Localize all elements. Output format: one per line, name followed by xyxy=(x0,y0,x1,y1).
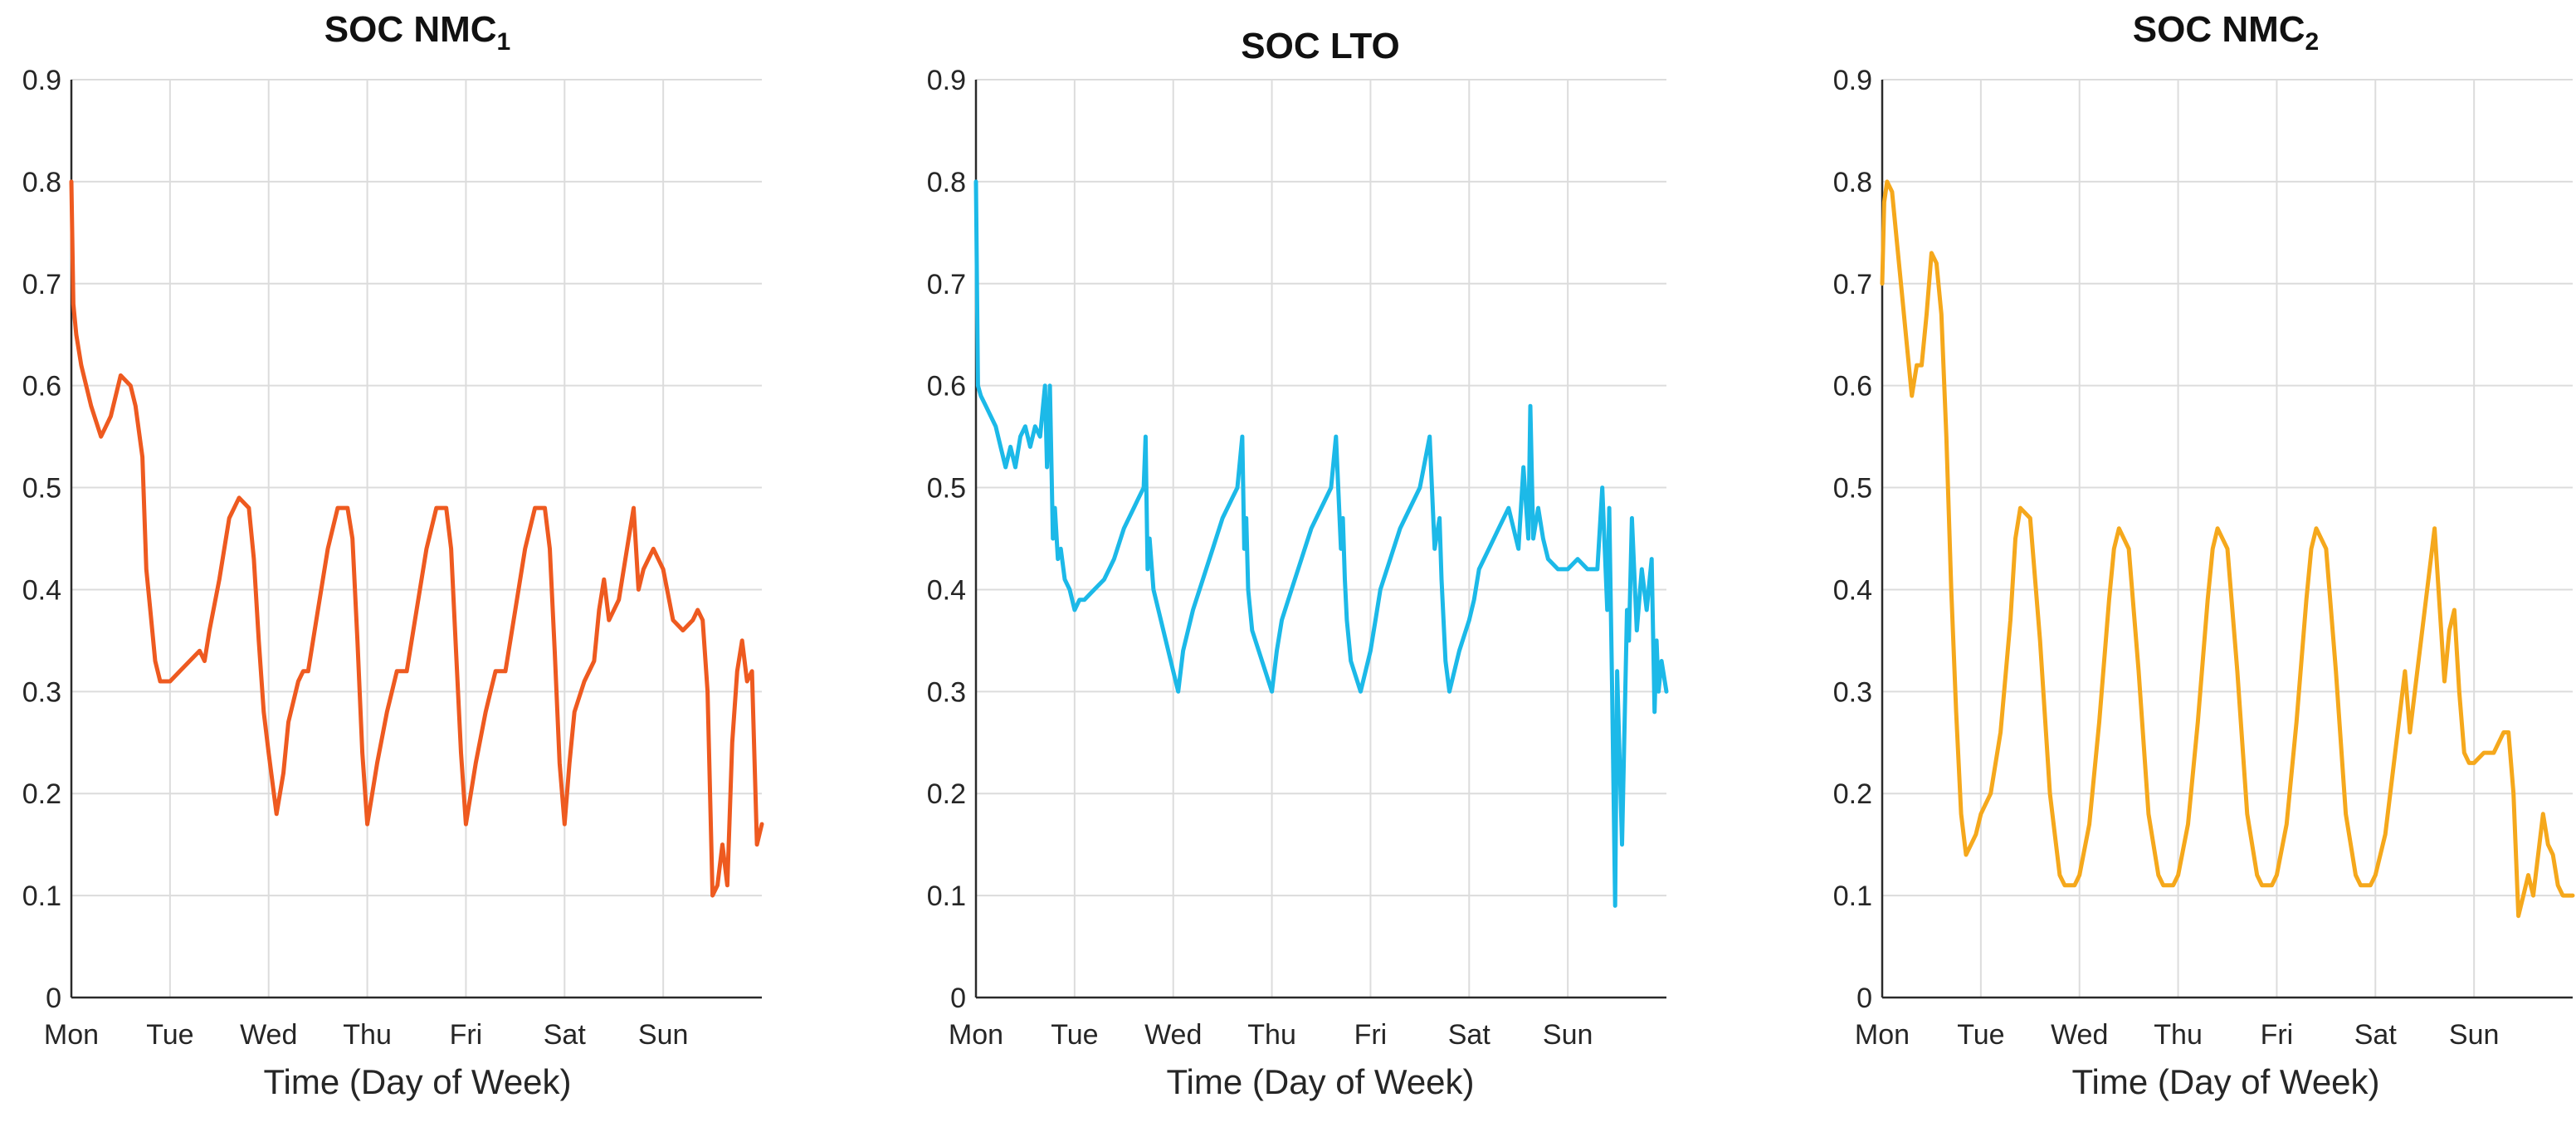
y-tick-label: 0.2 xyxy=(1833,778,1872,810)
y-tick-label: 0.5 xyxy=(22,473,61,505)
y-tick-label: 0 xyxy=(1856,983,1872,1014)
x-tick-label: Tue xyxy=(1051,1019,1098,1051)
x-axis-label: Time (Day of Week) xyxy=(1166,1062,1474,1101)
y-tick-label: 0.3 xyxy=(22,676,61,708)
plot-area xyxy=(1880,80,2575,999)
y-tick-label: 0.4 xyxy=(927,574,966,606)
y-axis-ticks: 0 0.1 0.2 0.3 0.4 0.5 0.6 0.7 0.8 0.9 xyxy=(22,65,61,1014)
series-line xyxy=(69,179,764,898)
y-tick-label: 0.7 xyxy=(927,269,966,300)
y-tick-label: 0.2 xyxy=(22,778,61,810)
y-tick-label: 0 xyxy=(46,983,61,1014)
x-tick-label: Wed xyxy=(240,1019,297,1051)
y-tick-label: 0.1 xyxy=(927,881,966,912)
chart-title: SOC NMC2 xyxy=(2133,9,2319,56)
x-tick-label: Thu xyxy=(2154,1019,2203,1051)
y-tick-label: 0.3 xyxy=(927,676,966,708)
y-tick-label: 0.9 xyxy=(1833,65,1872,96)
chart-panel-soc-nmc2: SOC NMC2 0 0.1 0.2 0.3 0.4 0.5 0.6 0.7 0.8 0.9 Mo… xyxy=(1833,9,2575,1101)
x-tick-label: Fri xyxy=(2261,1019,2294,1051)
x-tick-label: Sun xyxy=(2449,1019,2500,1051)
grid xyxy=(976,79,1666,998)
x-tick-label: Thu xyxy=(343,1019,392,1051)
y-axis-ticks: 0 0.1 0.2 0.3 0.4 0.5 0.6 0.7 0.8 0.9 xyxy=(927,65,966,1014)
y-tick-label: 0.5 xyxy=(927,473,966,505)
x-tick-label: Sat xyxy=(2354,1019,2398,1051)
y-tick-label: 0.4 xyxy=(1833,574,1872,606)
chart-panel-soc-nmc1: SOC NMC1 0 0.1 0.2 0.3 0.4 0.5 0.6 0.7 0.8 0.9 Mo… xyxy=(22,9,764,1101)
y-tick-label: 0.6 xyxy=(1833,371,1872,402)
x-tick-label: Mon xyxy=(1855,1019,1910,1051)
chart-title-subscript: 2 xyxy=(2305,28,2320,56)
y-tick-label: 0.9 xyxy=(927,65,966,96)
x-tick-label: Tue xyxy=(146,1019,193,1051)
series-line xyxy=(1880,179,2575,919)
y-tick-label: 0 xyxy=(950,983,966,1014)
x-tick-label: Mon xyxy=(949,1019,1003,1051)
chart-title-subscript: 1 xyxy=(497,28,511,56)
y-tick-label: 0.7 xyxy=(22,269,61,300)
chart-title: SOC NMC1 xyxy=(324,9,510,56)
x-tick-label: Mon xyxy=(44,1019,99,1051)
y-tick-label: 0.1 xyxy=(1833,881,1872,912)
y-tick-label: 0.8 xyxy=(22,167,61,198)
x-axis-ticks: Mon Tue Wed Thu Fri Sat Sun xyxy=(1855,1019,2499,1051)
y-tick-label: 0.6 xyxy=(22,371,61,402)
x-tick-label: Fri xyxy=(1354,1019,1388,1051)
x-axis-label: Time (Day of Week) xyxy=(2071,1062,2379,1101)
y-tick-label: 0.7 xyxy=(1833,269,1872,300)
chart-panel-soc-lto: SOC LTO 0 0.1 0.2 0.3 0.4 0.5 0.6 0.7 0.8 0.9 Mon… xyxy=(927,26,1669,1101)
chart-title-main: SOC LTO xyxy=(1241,26,1400,66)
x-tick-label: Sat xyxy=(544,1019,587,1051)
x-tick-label: Sun xyxy=(1543,1019,1593,1051)
x-tick-label: Sat xyxy=(1448,1019,1491,1051)
y-tick-label: 0.8 xyxy=(927,167,966,198)
y-tick-label: 0.9 xyxy=(22,65,61,96)
y-tick-label: 0.1 xyxy=(22,881,61,912)
y-axis-ticks: 0 0.1 0.2 0.3 0.4 0.5 0.6 0.7 0.8 0.9 xyxy=(1833,65,1872,1014)
x-tick-label: Thu xyxy=(1247,1019,1296,1051)
x-axis-ticks: Mon Tue Wed Thu Fri Sat Sun xyxy=(949,1019,1593,1051)
x-tick-label: Fri xyxy=(450,1019,483,1051)
grid xyxy=(1882,79,2573,998)
x-axis-ticks: Mon Tue Wed Thu Fri Sat Sun xyxy=(44,1019,688,1051)
x-tick-label: Wed xyxy=(2051,1019,2108,1051)
plot-area xyxy=(973,80,1669,999)
chart-title-main: SOC NMC xyxy=(2133,9,2305,50)
y-tick-label: 0.6 xyxy=(927,371,966,402)
y-tick-label: 0.5 xyxy=(1833,473,1872,505)
x-axis-label: Time (Day of Week) xyxy=(263,1062,571,1101)
chart-title-main: SOC NMC xyxy=(324,9,497,50)
y-tick-label: 0.8 xyxy=(1833,167,1872,198)
series-line xyxy=(973,179,1669,908)
x-tick-label: Tue xyxy=(1957,1019,2004,1051)
x-tick-label: Sun xyxy=(638,1019,689,1051)
x-tick-label: Wed xyxy=(1144,1019,1202,1051)
y-tick-label: 0.4 xyxy=(22,574,61,606)
y-tick-label: 0.2 xyxy=(927,778,966,810)
chart-title: SOC LTO xyxy=(1241,26,1400,66)
y-tick-label: 0.3 xyxy=(1833,676,1872,708)
plot-area xyxy=(69,80,764,999)
grid xyxy=(71,79,762,998)
